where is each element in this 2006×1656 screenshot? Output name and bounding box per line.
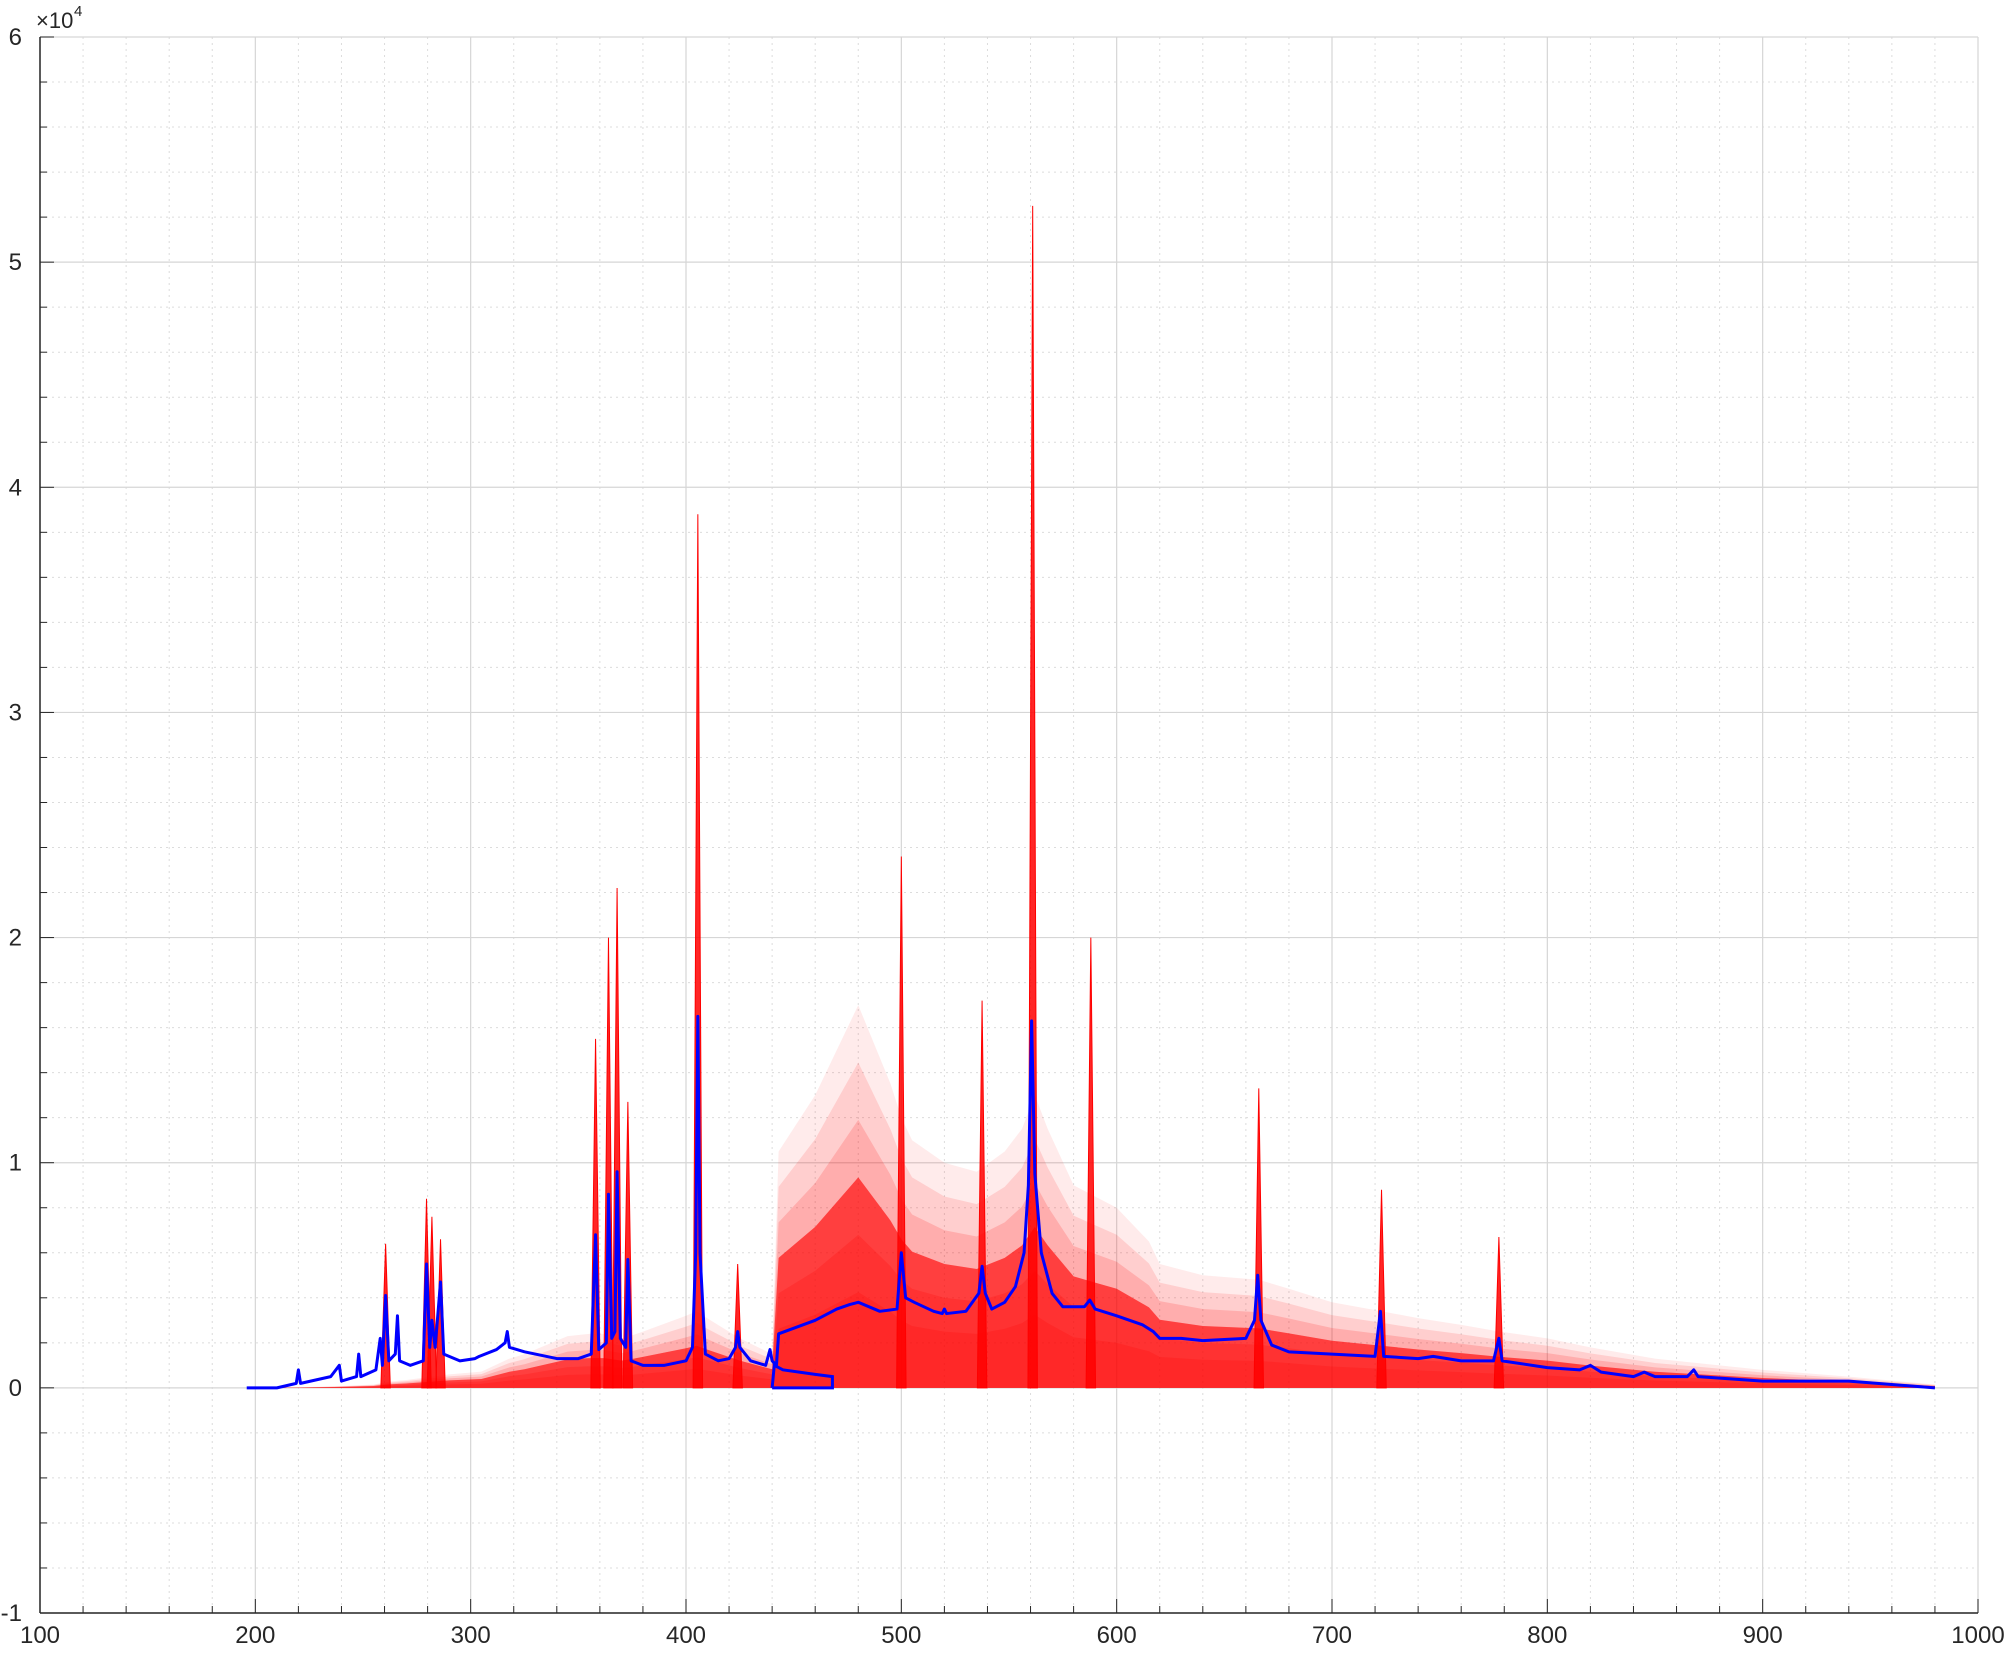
x-tick-label: 900 [1743, 1622, 1783, 1649]
spectra-peak [1085, 937, 1097, 1389]
spectra-peak [732, 1264, 743, 1389]
mean-spectrum-layer [246, 1014, 1936, 1390]
exponent-base: ×10 [36, 8, 73, 33]
y-tick-label: -1 [1, 1600, 22, 1627]
x-tick-label: 500 [881, 1622, 921, 1649]
spectra-peak [1253, 1088, 1265, 1389]
spectra-peak [896, 856, 907, 1389]
x-tick-label: 800 [1527, 1622, 1567, 1649]
tick-labels: 100 200 300 400 500 600 700 800 900 1000 -1 0 1 2 3 4 5 6 [1, 24, 2005, 1649]
x-tick-label: 300 [451, 1622, 491, 1649]
y-tick-label: 2 [9, 925, 22, 952]
axes [39, 36, 1979, 1614]
spectra-envelope-layer [246, 205, 1935, 1389]
y-tick-label: 6 [9, 24, 22, 51]
y-tick-label: 1 [9, 1150, 22, 1177]
spectra-peak [1027, 205, 1038, 1389]
y-tick-label: 5 [9, 249, 22, 276]
x-tick-label: 1000 [1951, 1622, 2004, 1649]
y-tick-label: 3 [9, 699, 22, 726]
y-tick-label: 0 [9, 1375, 22, 1402]
x-tick-label: 100 [20, 1622, 60, 1649]
y-tick-label: 4 [9, 474, 22, 501]
x-tick-label: 200 [235, 1622, 275, 1649]
spectra-peak [1493, 1236, 1505, 1389]
y-exponent-label: ×10 4 [36, 3, 82, 33]
minor-grid [40, 37, 1978, 1613]
spectra-peak [1376, 1189, 1387, 1389]
x-tick-label: 700 [1312, 1622, 1352, 1649]
x-tick-label: 600 [1097, 1622, 1137, 1649]
x-tick-label: 400 [666, 1622, 706, 1649]
mean-spectrum-artifact [770, 1362, 834, 1390]
exponent-power: 4 [74, 3, 82, 20]
